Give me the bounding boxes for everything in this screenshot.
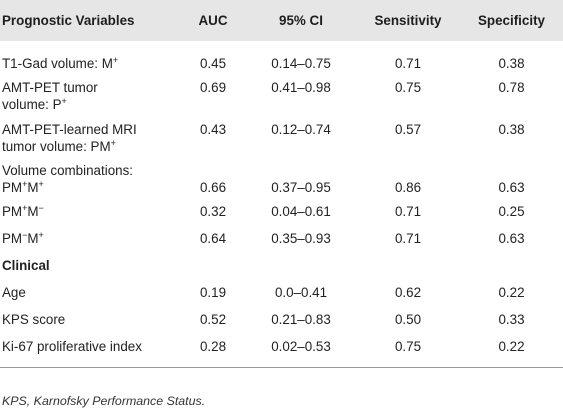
header-auc: AUC [198,13,228,28]
row-label: T1-Gad volume: M+ [0,41,180,75]
combo-part2: M [27,204,39,219]
auc-cell: 0.32 [199,204,227,219]
clinical-section-label: Clinical [2,258,50,273]
combo-part1: PM [2,179,23,195]
row-label: Volume combinations: PM+M+ [0,159,180,198]
header-prognostic-variables: Prognostic Variables [2,13,135,28]
table-header: Prognostic Variables AUC 95% CI Sensitiv… [0,0,563,41]
specificity-cell: 0.33 [498,312,525,327]
specificity-cell: 0.78 [498,80,525,95]
ci-cell: 0.21–0.83 [271,312,331,327]
row-label-text: T1-Gad volume: M [2,55,113,71]
header-sensitivity: Sensitivity [374,13,442,28]
ci-cell: 0.02–0.53 [271,339,331,355]
row-label-line1: AMT-PET-learned MRI [2,122,137,137]
ci-cell: 0.0–0.41 [274,285,328,300]
sensitivity-cell: 0.86 [394,180,422,195]
superscript: + [61,96,67,106]
results-table-container: Prognostic Variables AUC 95% CI Sensitiv… [0,0,563,367]
header-95-ci: 95% CI [279,13,323,28]
auc-cell: 0.28 [199,339,227,355]
table-row: PM+M− 0.32 0.04–0.61 0.71 0.25 [0,198,563,225]
auc-cell: 0.45 [199,55,227,71]
auc-cell: 0.19 [199,285,227,300]
table-row: AMT-PET-learned MRI tumor volume: PM+ 0.4… [0,117,563,159]
table-row: PM−M+ 0.64 0.35–0.93 0.71 0.63 [0,225,563,252]
table-row: T1-Gad volume: M+ 0.45 0.14–0.75 0.71 0.… [0,41,563,75]
ci-cell: 0.35–0.93 [271,231,331,246]
specificity-cell: 0.63 [498,180,525,195]
auc-cell: 0.66 [199,180,227,195]
table-body: T1-Gad volume: M+ 0.45 0.14–0.75 0.71 0.… [0,41,563,367]
sensitivity-cell: 0.71 [394,204,422,219]
table-row: KPS score 0.52 0.21–0.83 0.50 0.33 [0,306,563,333]
row-label: Ki-67 proliferative index [2,339,142,355]
auc-cell: 0.69 [199,80,227,95]
row-label: Age [2,285,26,300]
combo-part2: M [27,231,39,246]
row-label-line1: AMT-PET tumor [2,80,98,95]
ci-cell: 0.04–0.61 [271,204,331,219]
specificity-cell: 0.22 [498,285,525,300]
specificity-cell: 0.38 [498,122,525,137]
table-row: AMT-PET tumor volume: P+ 0.69 0.41–0.98 0… [0,75,563,117]
prognostic-variables-table: Prognostic Variables AUC 95% CI Sensitiv… [0,0,563,367]
sensitivity-cell: 0.75 [394,80,422,95]
auc-cell: 0.52 [199,312,227,327]
superscript: − [38,203,44,213]
sensitivity-cell: 0.75 [394,339,422,355]
superscript: + [110,138,116,148]
sensitivity-cell: 0.50 [394,312,422,327]
header-specificity: Specificity [478,13,545,28]
combo-part1: PM [2,231,23,246]
ci-cell: 0.14–0.75 [271,55,331,71]
table-row: Age 0.19 0.0–0.41 0.62 0.22 [0,279,563,306]
combo-part1: PM [2,204,23,219]
header-row: Prognostic Variables AUC 95% CI Sensitiv… [0,0,563,41]
sensitivity-cell: 0.71 [394,55,422,71]
superscript: + [112,54,119,65]
row-label: PM+M− [0,198,180,225]
table-footnote: KPS, Karnofsky Performance Status. [2,394,206,408]
row-label: AMT-PET tumor volume: P+ [0,75,180,117]
row-label: KPS score [2,312,66,327]
ci-cell: 0.41–0.98 [271,80,331,95]
table-row: Volume combinations: PM+M+ 0.66 0.37–0.95… [0,159,563,198]
superscript: + [22,178,28,189]
combinations-label: Volume combinations: [2,162,134,178]
specificity-cell: 0.25 [498,204,525,219]
table-row: Ki-67 proliferative index 0.28 0.02–0.53… [0,333,563,367]
combo-part2: M [27,179,39,195]
ci-cell: 0.12–0.74 [271,122,331,137]
auc-cell: 0.43 [199,122,227,137]
superscript: + [22,203,28,213]
superscript: − [22,230,28,240]
ci-cell: 0.37–0.95 [271,180,331,195]
superscript: + [38,178,44,189]
section-row-clinical: Clinical [0,252,563,279]
row-label-line2: tumor volume: PM [2,139,111,154]
specificity-cell: 0.38 [498,55,525,71]
auc-cell: 0.64 [199,231,227,246]
row-label-line2: volume: P [2,97,62,112]
superscript: + [38,230,44,240]
row-label: PM−M+ [0,225,180,252]
sensitivity-cell: 0.57 [394,122,422,137]
specificity-cell: 0.63 [498,231,525,246]
sensitivity-cell: 0.62 [394,285,422,300]
row-label: AMT-PET-learned MRI tumor volume: PM+ [0,117,180,159]
specificity-cell: 0.22 [498,339,525,355]
sensitivity-cell: 0.71 [394,231,422,246]
